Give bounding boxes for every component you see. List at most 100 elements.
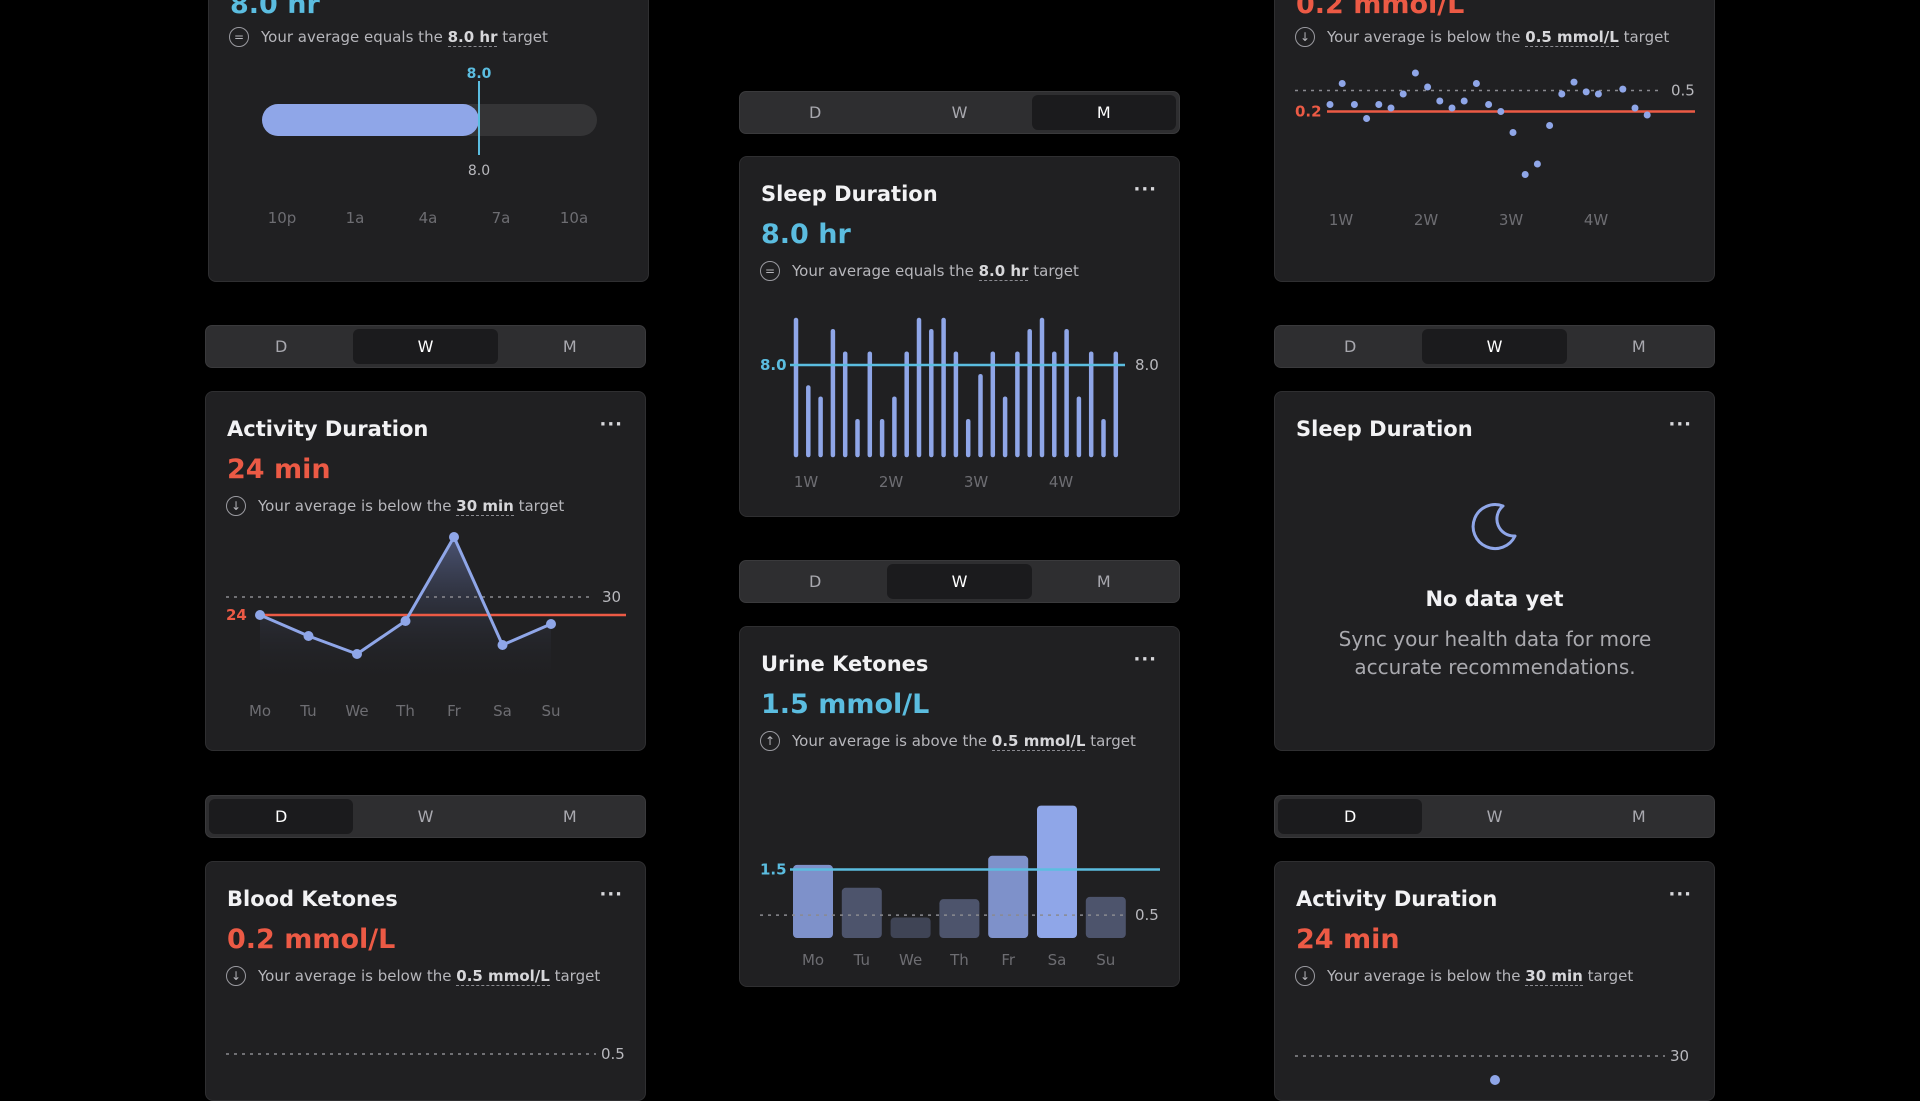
blood-ketones-card-partial: 0.2 mmol/L ↓ Your average is below the 0…	[1274, 0, 1715, 282]
segment-week[interactable]: W	[1486, 807, 1503, 826]
card-title: Activity Duration	[227, 417, 429, 441]
segment-week[interactable]: W	[417, 807, 434, 826]
bar	[793, 864, 833, 938]
x-tick-label: 10a	[560, 209, 588, 227]
data-point	[1631, 104, 1639, 112]
card-title: Urine Ketones	[761, 652, 929, 676]
data-point	[1399, 90, 1407, 98]
data-point	[546, 619, 556, 629]
target-label: 8.0	[1135, 356, 1159, 374]
x-tick-label: 7a	[492, 209, 511, 227]
more-options-icon[interactable]: ···	[599, 414, 623, 435]
more-options-icon[interactable]: ···	[1668, 884, 1692, 905]
segment-day[interactable]: D	[275, 337, 288, 356]
activity-duration-card: Activity Duration ··· 24 min ↓ Your aver…	[205, 391, 646, 751]
data-point	[1338, 80, 1346, 87]
activity-metric: 24 min	[1296, 924, 1400, 955]
x-tick-label: Th	[395, 702, 415, 720]
more-options-icon[interactable]: ···	[1668, 414, 1692, 435]
segment-day[interactable]: D	[809, 103, 822, 122]
sleep-duration-card-partial: 8.0 hr = Your average equals the 8.0 hr …	[208, 0, 649, 282]
data-point	[1533, 160, 1541, 168]
x-tick-label: Th	[949, 951, 969, 969]
x-tick-label: 4W	[1049, 473, 1074, 491]
urine-ketones-card: Urine Ketones ··· 1.5 mmol/L ↑ Your aver…	[739, 626, 1180, 987]
equals-icon: =	[760, 261, 780, 281]
activity-duration-card-right: Activity Duration ··· 24 min ↓ Your aver…	[1274, 861, 1715, 1101]
arrow-up-icon: ↑	[760, 731, 780, 751]
average-label: 0.2	[1295, 103, 1322, 121]
x-tick-label: 2W	[1414, 211, 1439, 229]
segment-week[interactable]: W	[951, 103, 968, 122]
bar	[1037, 805, 1077, 938]
segment-month[interactable]: M	[562, 337, 577, 356]
blood-ketones-metric: 0.2 mmol/L	[1296, 0, 1465, 20]
data-point	[1497, 108, 1505, 115]
data-point	[1521, 171, 1529, 178]
segment-day[interactable]: D	[809, 572, 822, 591]
target-marker-label-bottom: 8.0	[468, 163, 490, 179]
activity-metric: 24 min	[227, 454, 331, 485]
blood-ketones-scatter-chart: 0.5 0.2 1W 2W 3W 4W	[1295, 69, 1695, 229]
arrow-down-icon: ↓	[1295, 966, 1315, 986]
segment-month[interactable]: M	[1631, 337, 1646, 356]
bar	[1085, 896, 1126, 938]
segment-month[interactable]: M	[1031, 95, 1176, 130]
x-tick-label: 2W	[879, 473, 904, 491]
data-point	[1594, 90, 1602, 98]
segment-month[interactable]: M	[562, 807, 577, 826]
blood-ketones-chart: 0.5	[226, 1045, 625, 1063]
bar	[890, 917, 931, 938]
x-tick-label: 1W	[1329, 211, 1354, 229]
data-point	[1411, 69, 1419, 77]
x-tick-label: Su	[541, 702, 560, 720]
more-options-icon[interactable]: ···	[1133, 649, 1157, 670]
average-label: 24	[226, 606, 247, 624]
target-label: 30	[1670, 1047, 1689, 1065]
segment-day[interactable]: D	[209, 799, 354, 834]
empty-state-message: Sync your health data for more accurate …	[1338, 627, 1652, 679]
more-options-icon[interactable]: ···	[599, 884, 623, 905]
x-tick-label: Tu	[853, 951, 870, 969]
more-options-icon[interactable]: ···	[1133, 179, 1157, 200]
data-point	[1472, 80, 1480, 87]
segment-day[interactable]: D	[1344, 337, 1357, 356]
period-selector-activity-left[interactable]: D W M	[205, 325, 646, 368]
x-tick-label: 3W	[1499, 211, 1524, 229]
data-point	[1436, 97, 1444, 105]
x-tick-label: Su	[1096, 951, 1115, 969]
segment-day[interactable]: D	[1278, 799, 1423, 834]
period-selector-sleep-center[interactable]: D W M	[739, 91, 1180, 134]
moon-icon	[1471, 503, 1517, 550]
sleep-range-chart: 8.0 8.0 10p 1a 4a 7a 10a	[262, 66, 597, 227]
x-tick-label: Fr	[447, 702, 462, 720]
card-title: Sleep Duration	[761, 182, 938, 206]
data-point	[449, 532, 459, 542]
urine-ketones-caption: ↑ Your average is above the 0.5 mmol/L t…	[760, 731, 1136, 751]
data-point	[400, 616, 411, 626]
x-tick-label: We	[345, 702, 368, 720]
segment-month[interactable]: M	[1096, 572, 1111, 591]
period-selector-sleep-right[interactable]: D W M	[1274, 325, 1715, 368]
period-selector-blood-left[interactable]: D W M	[205, 795, 646, 838]
empty-state-title: No data yet	[1425, 587, 1564, 611]
target-label: 30	[602, 588, 621, 606]
sleep-bar-chart: 8.0 8.0 1W 2W 3W 4W	[760, 317, 1159, 491]
data-point	[1509, 129, 1517, 136]
period-selector-activity-right[interactable]: D W M	[1274, 795, 1715, 838]
segment-week[interactable]: W	[1422, 329, 1567, 364]
period-selector-urine-center[interactable]: D W M	[739, 560, 1180, 603]
data-point	[255, 610, 265, 620]
x-tick-label: Sa	[493, 702, 512, 720]
data-point	[1326, 101, 1334, 108]
activity-chart-partial: 30	[1295, 1047, 1689, 1085]
card-title: Sleep Duration	[1296, 417, 1473, 441]
average-label: 8.0	[760, 356, 787, 374]
segment-month[interactable]: M	[1631, 807, 1646, 826]
x-tick-label: 4a	[419, 209, 438, 227]
segment-week[interactable]: W	[887, 564, 1032, 599]
x-tick-label: Mo	[802, 951, 824, 969]
data-point	[1375, 101, 1383, 108]
data-point	[1363, 115, 1371, 122]
segment-week[interactable]: W	[353, 329, 498, 364]
